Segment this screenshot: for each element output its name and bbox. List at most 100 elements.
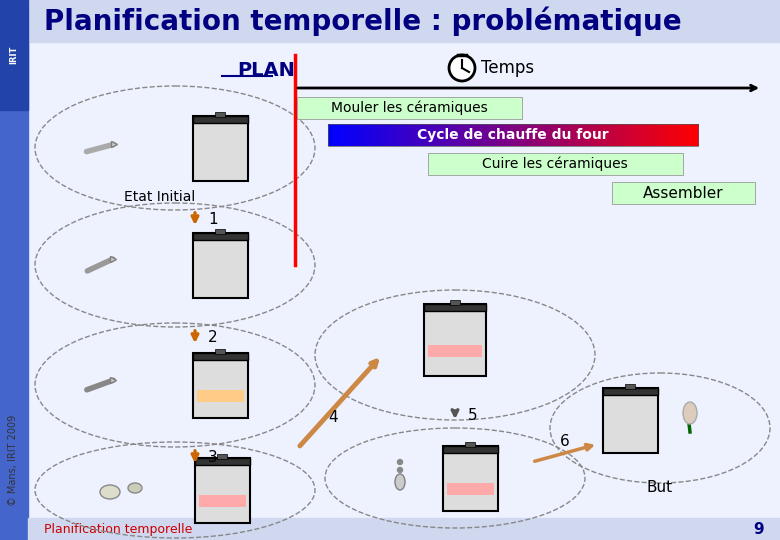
Bar — [473, 124, 477, 146]
Bar — [193, 353, 247, 417]
Bar — [446, 124, 451, 146]
Bar — [28, 518, 780, 540]
Bar — [480, 124, 484, 146]
Bar — [598, 124, 602, 146]
Text: 1: 1 — [208, 212, 218, 226]
Bar — [546, 124, 551, 146]
Bar — [675, 124, 680, 146]
Bar — [613, 124, 617, 146]
Bar — [424, 124, 428, 146]
Bar — [193, 353, 247, 360]
Bar — [679, 124, 684, 146]
Text: © Mans, IRIT 2009: © Mans, IRIT 2009 — [8, 414, 18, 505]
Bar — [215, 111, 225, 117]
Bar — [387, 124, 392, 146]
Bar — [454, 124, 458, 146]
Bar — [654, 124, 658, 146]
Bar — [332, 124, 336, 146]
Bar — [372, 124, 377, 146]
Bar — [624, 124, 628, 146]
Bar — [435, 124, 439, 146]
Bar — [590, 124, 595, 146]
Bar — [384, 124, 388, 146]
Bar — [628, 124, 632, 146]
Bar — [461, 124, 466, 146]
Bar — [487, 124, 491, 146]
Bar — [406, 124, 410, 146]
Bar — [650, 124, 654, 146]
Bar — [576, 124, 580, 146]
Bar — [424, 304, 486, 376]
Bar — [431, 124, 436, 146]
Bar — [28, 42, 780, 518]
Text: Cuire les céramiques: Cuire les céramiques — [482, 157, 628, 171]
Bar — [509, 124, 513, 146]
Bar — [498, 124, 502, 146]
Bar — [516, 124, 521, 146]
Bar — [194, 457, 250, 464]
Bar — [354, 124, 358, 146]
Bar — [450, 300, 460, 305]
Bar — [602, 388, 658, 453]
Bar — [339, 124, 343, 146]
Bar — [665, 124, 669, 146]
Bar — [443, 124, 447, 146]
Bar — [297, 97, 522, 119]
Bar — [0, 0, 28, 540]
Bar — [417, 124, 421, 146]
Bar — [350, 124, 354, 146]
Bar — [465, 124, 469, 146]
Text: 9: 9 — [753, 522, 764, 537]
Circle shape — [449, 55, 475, 81]
Bar — [428, 345, 482, 357]
Bar — [520, 124, 525, 146]
Bar — [342, 124, 347, 146]
Ellipse shape — [128, 483, 142, 493]
Text: 3: 3 — [208, 449, 218, 464]
Bar — [531, 124, 536, 146]
Bar — [612, 182, 755, 204]
Bar — [587, 124, 591, 146]
Bar — [491, 124, 495, 146]
Bar — [395, 124, 399, 146]
Bar — [583, 124, 587, 146]
Bar — [197, 390, 243, 402]
Bar — [361, 124, 366, 146]
Bar — [639, 124, 643, 146]
Bar — [450, 124, 454, 146]
Text: 5: 5 — [468, 408, 477, 422]
Bar — [193, 233, 247, 298]
Text: But: But — [647, 480, 673, 495]
Text: 6: 6 — [560, 435, 569, 449]
Bar — [558, 124, 562, 146]
Bar — [217, 454, 227, 458]
Bar — [365, 124, 369, 146]
Bar — [535, 124, 540, 146]
Bar — [413, 124, 417, 146]
Ellipse shape — [683, 402, 697, 424]
Bar — [428, 124, 432, 146]
Bar — [569, 124, 573, 146]
Bar — [193, 116, 247, 180]
Bar — [215, 228, 225, 233]
Bar — [420, 124, 424, 146]
Bar — [442, 446, 498, 453]
Bar — [357, 124, 362, 146]
Text: PLAN: PLAN — [237, 60, 295, 79]
Bar — [402, 124, 406, 146]
Bar — [658, 124, 661, 146]
Bar — [528, 124, 532, 146]
Bar — [661, 124, 665, 146]
Bar — [502, 124, 506, 146]
Bar — [620, 124, 625, 146]
Bar — [672, 124, 676, 146]
Bar — [484, 124, 488, 146]
Bar — [428, 153, 683, 175]
Bar — [465, 442, 475, 447]
Bar — [617, 124, 621, 146]
Bar — [668, 124, 672, 146]
Bar — [198, 495, 246, 507]
Bar — [328, 124, 698, 146]
Text: Temps: Temps — [481, 59, 534, 77]
Bar — [410, 124, 413, 146]
